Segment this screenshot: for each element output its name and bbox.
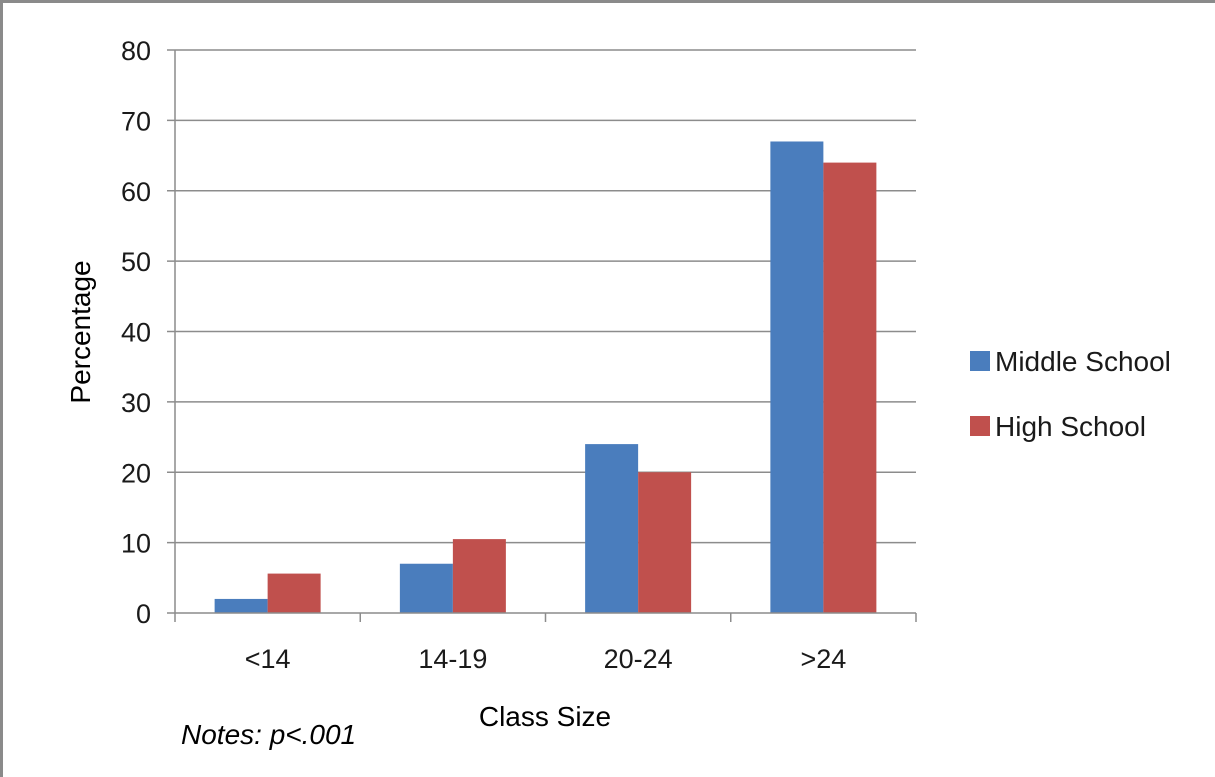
bar-high-school (452, 539, 506, 613)
x-tick-label: >24 (800, 644, 846, 674)
legend-swatch (970, 351, 990, 371)
y-tick-label: 20 (121, 458, 151, 488)
bar-high-school (638, 472, 692, 613)
y-tick-label: 80 (121, 36, 151, 66)
legend: Middle School High School (970, 346, 1171, 442)
bar-high-school (267, 573, 321, 613)
y-tick-label: 60 (121, 177, 151, 207)
axes (167, 49, 917, 622)
bar-middle-school (770, 141, 824, 614)
x-tick-label: 14-19 (418, 644, 487, 674)
y-axis-title: Percentage (65, 260, 96, 403)
bar-high-school (823, 162, 877, 613)
bar-middle-school (399, 563, 453, 613)
bars (214, 141, 877, 614)
legend-label: Middle School (995, 346, 1171, 377)
x-tick-labels: <14 14-19 20-24 >24 (245, 644, 847, 674)
y-tick-label: 50 (121, 247, 151, 277)
y-tick-label: 30 (121, 388, 151, 418)
x-tick-label: 20-24 (604, 644, 673, 674)
x-axis-title: Class Size (479, 701, 611, 732)
bar-middle-school (585, 444, 639, 613)
y-tick-labels: 0 10 20 30 40 50 60 70 80 (121, 36, 151, 629)
y-tick-label: 10 (121, 529, 151, 559)
y-tick-label: 0 (136, 599, 151, 629)
bar-middle-school (214, 598, 268, 613)
legend-label: High School (995, 411, 1146, 442)
chart-note: Notes: p<.001 (181, 719, 356, 750)
legend-swatch (970, 416, 990, 436)
x-tick-label: <14 (245, 644, 291, 674)
y-tick-label: 40 (121, 318, 151, 348)
y-tick-label: 70 (121, 106, 151, 136)
